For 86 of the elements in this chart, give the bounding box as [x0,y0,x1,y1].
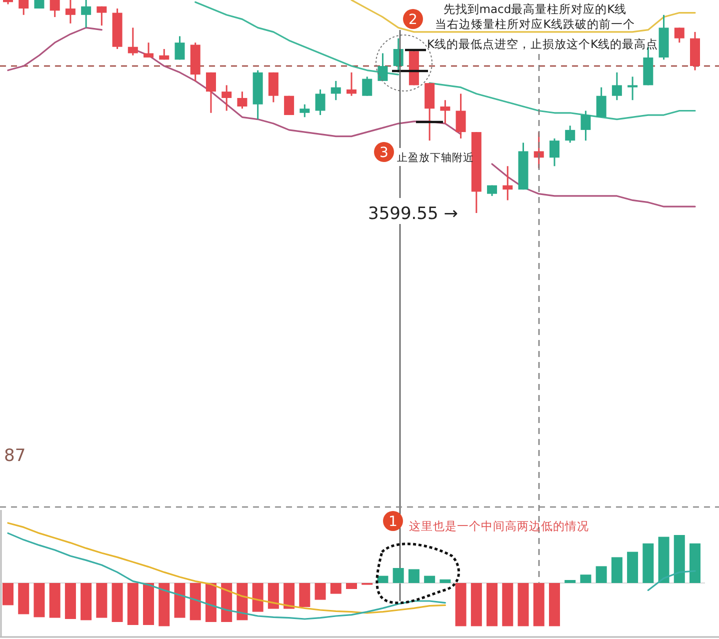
bar [455,583,466,626]
candlestick [268,72,278,103]
text: 87 [4,446,26,466]
bar [642,543,654,583]
bar [252,583,264,612]
bar [34,583,45,618]
bar [580,574,592,583]
bar [502,583,514,626]
bar [221,583,232,622]
bar [268,583,279,609]
bar [346,583,357,589]
candlestick [65,0,76,24]
candlestick [502,165,513,201]
badge: 2 [403,9,423,29]
bar [18,583,30,614]
candlestick [315,88,326,116]
candlestick [440,99,450,124]
annotation: 3 [380,145,388,161]
badge: 3 [374,142,394,162]
annotation: K线的最低点进空，止损放这个K线的最高点 [427,37,658,51]
bar [518,583,529,626]
candlestick [549,138,560,167]
bar [49,583,60,618]
bar [658,536,670,583]
bar [533,583,544,626]
bar [158,583,170,626]
bar [674,535,685,583]
candlestick [628,76,638,101]
candlestick [393,38,404,74]
annotation: 当右边矮量柱所对应K线跌破的前一个 [435,17,635,31]
bar [611,557,622,583]
candlestick [96,6,107,26]
bar [548,583,560,626]
candlestick [237,90,248,110]
candlestick [81,0,92,28]
candlestick [612,72,622,101]
candlestick [206,72,216,114]
bar [174,583,186,618]
candlestick [300,104,310,118]
annotation: 先找到macd最高量柱所对应的K线 [443,2,627,16]
candlestick [222,84,232,112]
candlestick [346,72,356,97]
candlestick [174,35,185,60]
bar [408,569,420,583]
candlestick [596,86,606,118]
bar [299,583,310,607]
bar [112,583,123,622]
bar [236,583,248,620]
bar [96,583,108,618]
bar [424,576,436,583]
candlestick [674,26,684,44]
candlestick [456,92,466,140]
bar [64,583,76,619]
annotation: 这里也是一个中间高两边低的情况 [409,519,589,533]
bar [80,583,92,620]
bar [392,568,404,583]
bar [440,579,451,583]
candlestick [580,110,591,142]
candlestick [378,52,388,82]
bar [596,566,607,583]
candlestick [330,80,341,101]
annotation: 1 [388,514,398,530]
candlestick [362,76,372,97]
candlestick [565,124,576,144]
bar [284,583,295,609]
bar [627,552,638,583]
bar [2,583,14,606]
bar [486,583,498,626]
bar [330,583,342,594]
candlestick [50,0,60,18]
annotation: 2 [408,12,418,28]
candlestick [534,131,544,170]
bar [690,543,700,583]
bar [205,583,216,622]
bar [377,576,388,583]
annotation: 3599.55 → [368,204,458,224]
bar [564,580,576,583]
bar [190,583,201,620]
bar [127,583,138,625]
bar [470,583,482,626]
badge: 1 [383,511,403,531]
candlestick [144,42,154,58]
candlestick [128,26,138,56]
bar [314,583,326,600]
candlestick [18,0,29,16]
bar [143,583,154,625]
